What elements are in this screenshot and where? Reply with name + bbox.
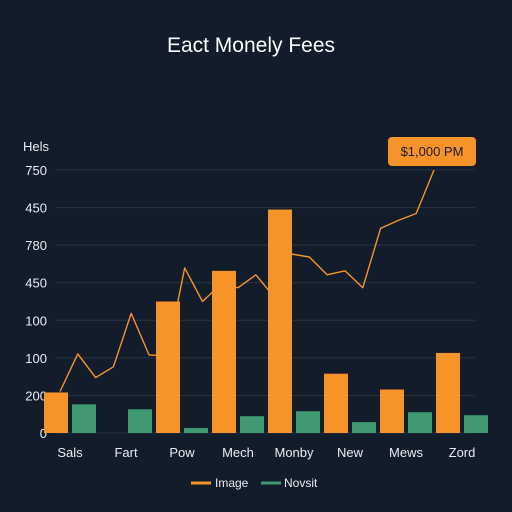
legend-label-novsit: Novsit — [284, 476, 318, 490]
callout-annotation: $1,000 PM — [388, 137, 476, 166]
y-tick-label: 200 — [25, 388, 47, 403]
y-tick-label: 750 — [25, 163, 47, 178]
legend-label-image: Image — [215, 476, 249, 490]
y-tick-label: 450 — [25, 276, 47, 291]
bar-image — [436, 352, 460, 433]
bar-image — [212, 270, 236, 433]
bar-image — [380, 389, 404, 433]
x-tick-label: Monby — [274, 445, 314, 460]
x-tick-label: Mews — [389, 445, 423, 460]
callout-box — [388, 137, 476, 166]
legend: Image Novsit — [191, 476, 318, 490]
bar-novsit — [240, 416, 264, 433]
trend-line-path — [59, 169, 435, 392]
y-tick-label: 780 — [25, 238, 47, 253]
x-tick-label: Fart — [114, 445, 138, 460]
y-tick-label: 0 — [40, 426, 47, 441]
bars — [44, 209, 488, 433]
y-tick-label: 100 — [25, 313, 47, 328]
bar-image — [44, 392, 68, 433]
bar-novsit — [296, 411, 320, 433]
x-tick-label: Pow — [169, 445, 195, 460]
bar-image — [324, 373, 348, 433]
callout-text: $1,000 PM — [401, 144, 464, 159]
bar-novsit — [464, 415, 488, 433]
y-tick-label: 450 — [25, 201, 47, 216]
bar-novsit — [184, 428, 208, 433]
bar-image — [268, 209, 292, 433]
bar-image — [156, 301, 180, 433]
x-tick-label: New — [337, 445, 364, 460]
bar-novsit — [352, 422, 376, 433]
bar-novsit — [72, 404, 96, 433]
y-tick-label: 100 — [25, 351, 47, 366]
x-tick-label: Zord — [449, 445, 476, 460]
bar-novsit — [128, 409, 152, 433]
x-tick-label: Sals — [57, 445, 83, 460]
bar-novsit — [408, 412, 432, 433]
gridlines — [55, 169, 475, 434]
x-tick-labels: Sals Fart Pow Mech Monby New Mews Zord — [57, 445, 475, 460]
y-tick-labels: 0 200 100 100 450 780 450 750 — [25, 163, 47, 441]
x-tick-label: Mech — [222, 445, 254, 460]
chart-title: Eact Monely Fees — [167, 34, 335, 57]
trend-line — [59, 169, 435, 392]
y-axis-label: Hels — [23, 139, 50, 154]
